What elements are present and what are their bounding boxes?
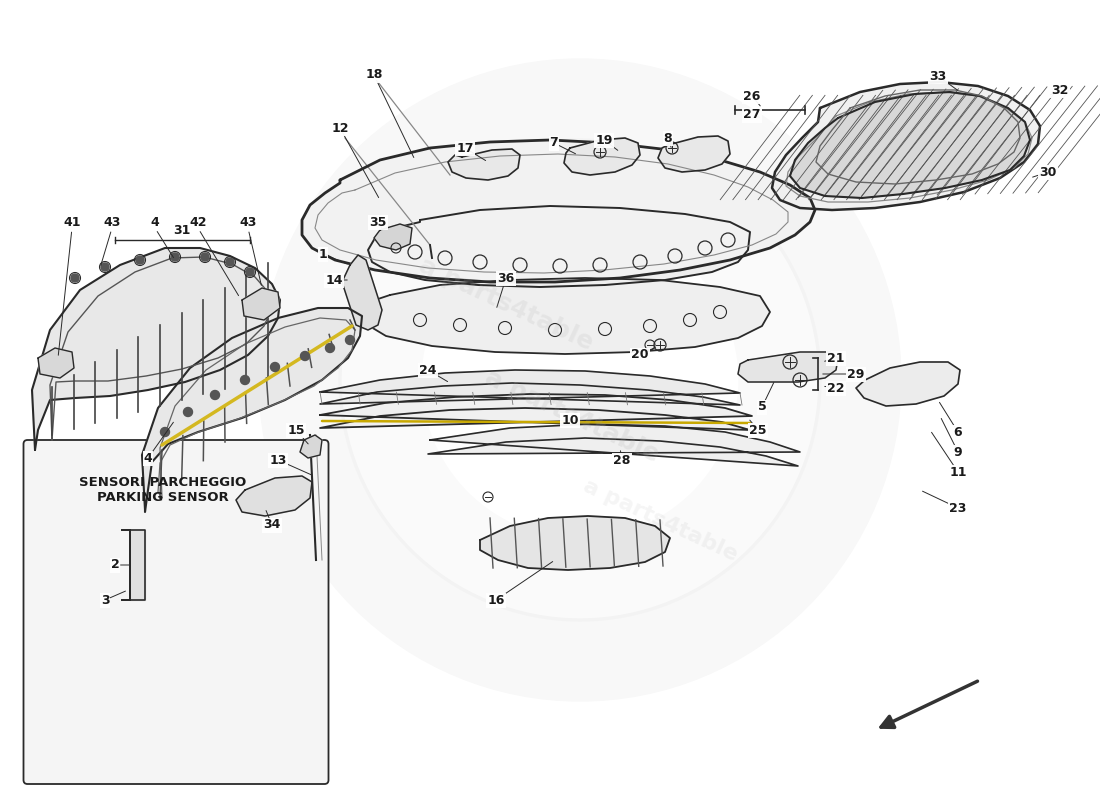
Text: 29: 29 [847, 367, 865, 381]
Polygon shape [772, 82, 1040, 210]
FancyBboxPatch shape [23, 440, 329, 784]
Text: 11: 11 [949, 466, 967, 478]
Polygon shape [320, 394, 752, 430]
Circle shape [241, 375, 250, 385]
Circle shape [326, 343, 334, 353]
Polygon shape [856, 362, 960, 406]
Text: 27: 27 [744, 109, 761, 122]
Polygon shape [32, 248, 280, 450]
Text: 2: 2 [111, 558, 120, 571]
Text: 4: 4 [151, 215, 160, 229]
Text: 9: 9 [954, 446, 962, 458]
Circle shape [201, 253, 209, 261]
Text: 10: 10 [561, 414, 579, 426]
Text: 4: 4 [144, 451, 153, 465]
Text: 35: 35 [370, 215, 387, 229]
Circle shape [72, 274, 79, 282]
Circle shape [161, 427, 169, 437]
Circle shape [136, 256, 144, 264]
Text: 43: 43 [103, 215, 121, 229]
Text: SENSORI PARCHEGGIO
PARKING SENSOR: SENSORI PARCHEGGIO PARKING SENSOR [79, 476, 246, 504]
Circle shape [184, 407, 192, 417]
Text: 7: 7 [550, 137, 559, 150]
Text: 25: 25 [749, 423, 767, 437]
Polygon shape [428, 424, 800, 466]
Polygon shape [302, 140, 815, 282]
Text: 21: 21 [827, 351, 845, 365]
Text: 28: 28 [614, 454, 630, 466]
Text: 41: 41 [64, 215, 80, 229]
Text: 24: 24 [419, 363, 437, 377]
Text: 32: 32 [1052, 83, 1069, 97]
Polygon shape [564, 138, 640, 175]
Text: a parts4table: a parts4table [415, 253, 597, 355]
Polygon shape [242, 288, 280, 320]
Text: 6: 6 [954, 426, 962, 438]
Text: 31: 31 [174, 223, 190, 237]
Polygon shape [738, 352, 838, 382]
Polygon shape [368, 206, 750, 287]
Text: 19: 19 [595, 134, 613, 146]
Text: 8: 8 [663, 131, 672, 145]
Circle shape [170, 253, 179, 261]
Circle shape [101, 263, 109, 271]
Polygon shape [374, 224, 412, 250]
Text: 22: 22 [827, 382, 845, 394]
Polygon shape [790, 92, 1030, 198]
Text: 14: 14 [326, 274, 343, 286]
Text: 42: 42 [189, 215, 207, 229]
Text: 12: 12 [331, 122, 349, 134]
Text: 26: 26 [744, 90, 761, 102]
Text: 1: 1 [319, 247, 328, 261]
Polygon shape [320, 370, 740, 405]
Text: 3: 3 [101, 594, 109, 606]
Polygon shape [480, 516, 670, 570]
Text: 13: 13 [270, 454, 287, 466]
Circle shape [210, 390, 220, 399]
Text: 5: 5 [758, 401, 767, 414]
Text: 33: 33 [930, 70, 947, 82]
Text: a parts4table: a parts4table [481, 365, 663, 467]
Circle shape [246, 268, 254, 276]
Text: a parts4table: a parts4table [580, 475, 740, 565]
Text: 17: 17 [456, 142, 474, 154]
Circle shape [300, 351, 309, 361]
Text: 23: 23 [949, 502, 967, 514]
Polygon shape [658, 136, 730, 172]
Polygon shape [236, 476, 312, 516]
Text: 36: 36 [497, 271, 515, 285]
Text: 15: 15 [287, 423, 305, 437]
Text: 30: 30 [1040, 166, 1057, 178]
Text: 34: 34 [263, 518, 280, 531]
Polygon shape [130, 530, 145, 600]
Text: 16: 16 [487, 594, 505, 606]
Circle shape [345, 335, 354, 345]
Polygon shape [142, 308, 362, 512]
Polygon shape [448, 149, 520, 180]
Text: 18: 18 [365, 69, 383, 82]
Polygon shape [342, 255, 382, 330]
Text: 43: 43 [240, 215, 256, 229]
Polygon shape [365, 278, 770, 354]
Polygon shape [300, 435, 322, 458]
Text: 20: 20 [631, 349, 649, 362]
Circle shape [226, 258, 234, 266]
Circle shape [271, 362, 279, 371]
Polygon shape [39, 348, 74, 378]
